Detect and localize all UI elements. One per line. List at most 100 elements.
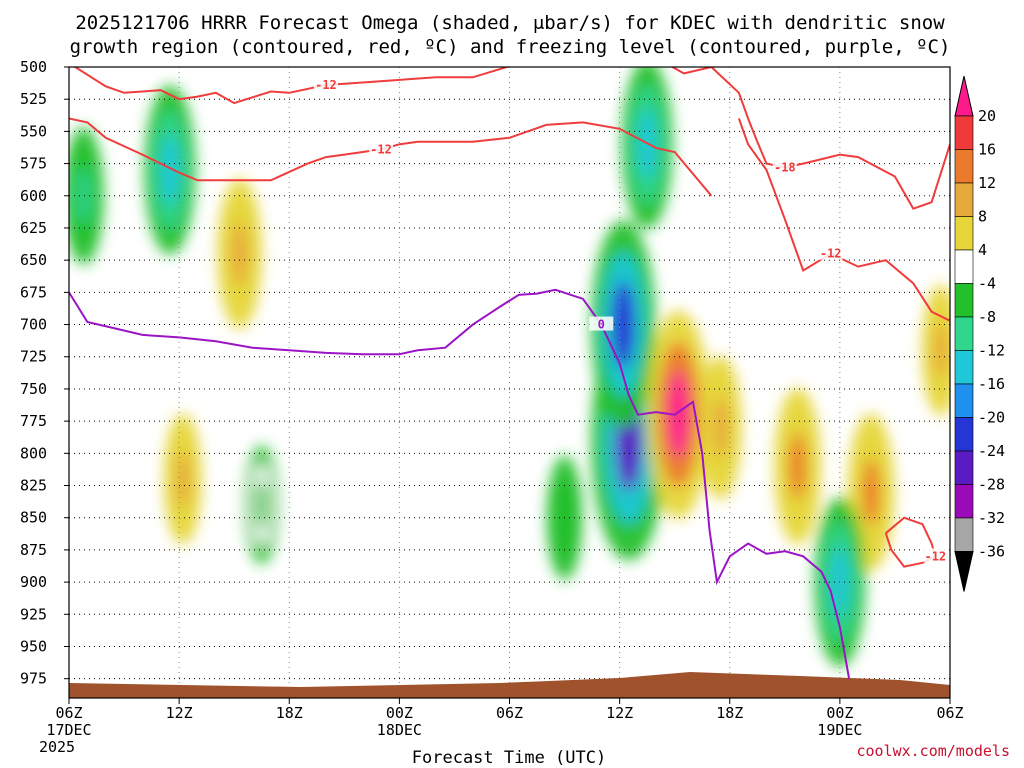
colorbar: 20 16 12 8 4 -4 -8 -12 -16 -20 -24 -28 -32 -36 (954, 75, 1005, 592)
dendritic-contour-2-label: -18 (774, 160, 796, 174)
y-tick-825: 825 (20, 477, 47, 495)
dendritic-contour-4-label: -12 (924, 549, 946, 563)
colorbar-label-11: -28 (978, 476, 1005, 494)
omega-core-14 (934, 322, 948, 378)
dendritic-contour-1 (69, 117, 713, 197)
dendritic-contour-1-label-bg (369, 141, 394, 156)
x-tick-date-7: 19DEC (817, 721, 862, 739)
omega-core-1 (161, 134, 179, 206)
colorbar-seg-3 (954, 216, 974, 251)
dendritic-contour-1-label: -12 (370, 142, 392, 156)
x-tick-year-0: 2025 (39, 738, 75, 756)
omega-blur-group (69, 67, 950, 667)
y-tick-500: 500 (20, 58, 47, 76)
y-tick-650: 650 (20, 251, 47, 269)
colorbar-label-10: -24 (978, 442, 1005, 460)
dendritic-contour-0 (73, 67, 511, 105)
x-tick-8: 06Z (936, 704, 963, 722)
colorbar-seg-4 (954, 249, 974, 284)
x-tick-6: 18Z (716, 704, 743, 722)
colorbar-label-2: 12 (978, 174, 996, 192)
colorbar-bottom-triangle (954, 551, 974, 592)
y-tick-550: 550 (20, 122, 47, 140)
y-tick-575: 575 (20, 155, 47, 173)
y-tick-850: 850 (20, 509, 47, 527)
y-tick-600: 600 (20, 187, 47, 205)
colorbar-label-13: -36 (978, 543, 1005, 561)
y-tick-750: 750 (20, 380, 47, 398)
colorbar-seg-12 (954, 517, 974, 552)
freezing-level-contour (69, 288, 851, 679)
dendritic-contour-3-label: -12 (820, 247, 842, 261)
dendritic-contour-4-label-bg (923, 548, 948, 563)
x-tick-7: 00Z (826, 704, 853, 722)
y-tick-700: 700 (20, 316, 47, 334)
y-tick-625: 625 (20, 219, 47, 237)
dendritic-contour-0-label-bg (313, 77, 338, 92)
omega-core-11 (789, 433, 806, 500)
omega-core-7 (612, 280, 635, 369)
colorbar-seg-8 (954, 383, 974, 418)
y-tick-675: 675 (20, 283, 47, 301)
y-axis: 500 525 550 575 600 625 650 675 700 725 750 775 800 8… (20, 58, 69, 688)
y-tick-900: 900 (20, 573, 47, 591)
y-tick-775: 775 (20, 412, 47, 430)
freezing-level-contour-label-bg (589, 316, 614, 331)
x-tick-date-3: 18DEC (377, 721, 422, 739)
omega-core-12 (862, 459, 880, 525)
dendritic-contour-2-label-bg (772, 159, 797, 174)
omega-core-3 (176, 451, 190, 507)
colorbar-top-triangle (954, 75, 974, 117)
dendritic-contour-0-label: -12 (315, 78, 337, 92)
colorbar-label-12: -32 (978, 509, 1005, 527)
colorbar-label-3: 8 (978, 208, 987, 226)
y-tick-975: 975 (20, 670, 47, 688)
x-tick-2: 18Z (276, 704, 303, 722)
freezing-level-contour-label: 0 (598, 318, 605, 332)
colorbar-seg-9 (954, 417, 974, 452)
y-tick-925: 925 (20, 605, 47, 623)
colorbar-seg-10 (954, 450, 974, 485)
x-tick-0: 06Z (55, 704, 82, 722)
colorbar-seg-1 (954, 149, 974, 184)
colorbar-seg-5 (954, 283, 974, 318)
x-tick-4: 06Z (496, 704, 523, 722)
y-tick-950: 950 (20, 637, 47, 655)
omega-core-2 (231, 222, 248, 286)
colorbar-label-1: 16 (978, 141, 996, 159)
terrain-fill (69, 672, 950, 698)
colorbar-seg-6 (954, 316, 974, 351)
omega-core-0 (76, 166, 91, 225)
y-tick-800: 800 (20, 444, 47, 462)
chart-title-line2: growth region (contoured, red, ºC) and f… (70, 36, 951, 58)
colorbar-label-4: 4 (978, 241, 987, 259)
colorbar-seg-2 (954, 182, 974, 217)
x-tick-5: 12Z (606, 704, 633, 722)
grid (69, 67, 950, 698)
colorbar-label-7: -12 (978, 342, 1005, 360)
site-credit: coolwx.com/models (856, 742, 1010, 760)
x-tick-3: 00Z (386, 704, 413, 722)
chart-title-line1: 2025121706 HRRR Forecast Omega (shaded, … (75, 12, 945, 34)
omega-core-10 (713, 397, 728, 458)
colorbar-label-8: -16 (978, 375, 1005, 393)
omega-core-4 (255, 479, 268, 530)
y-tick-525: 525 (20, 90, 47, 108)
colorbar-label-6: -8 (978, 308, 996, 326)
colorbar-seg-7 (954, 350, 974, 385)
contours: -12 -12 -18 -12 -12 0 (69, 67, 950, 679)
x-axis-label: Forecast Time (UTC) (412, 748, 606, 768)
colorbar-label-0: 20 (978, 107, 996, 125)
x-tick-1: 12Z (166, 704, 193, 722)
omega-core-8 (667, 371, 690, 459)
y-tick-725: 725 (20, 348, 47, 366)
y-tick-875: 875 (20, 541, 47, 559)
colorbar-label-9: -20 (978, 409, 1005, 427)
colorbar-seg-0 (954, 115, 974, 150)
omega-shading (69, 67, 950, 667)
x-tick-date-0: 17DEC (46, 721, 91, 739)
colorbar-label-5: -4 (978, 275, 996, 293)
dendritic-contour-3-label-bg (818, 245, 843, 260)
